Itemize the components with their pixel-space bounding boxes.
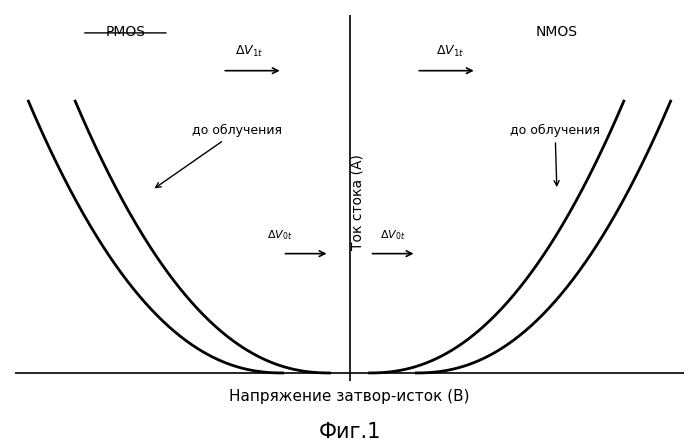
- Text: Фиг.1: Фиг.1: [318, 421, 381, 442]
- Text: до облучения: до облучения: [510, 124, 600, 186]
- Text: PMOS: PMOS: [106, 25, 145, 39]
- X-axis label: Напряжение затвор-исток (B): Напряжение затвор-исток (B): [229, 389, 470, 404]
- Text: NMOS: NMOS: [536, 25, 578, 39]
- Text: $\Delta V_{0t}$: $\Delta V_{0t}$: [267, 228, 293, 242]
- Text: $\Delta V_{1t}$: $\Delta V_{1t}$: [235, 44, 264, 59]
- Text: до облучения: до облучения: [156, 124, 282, 187]
- Text: Ток стока (A): Ток стока (A): [351, 154, 365, 250]
- Text: $\Delta V_{0t}$: $\Delta V_{0t}$: [380, 228, 405, 242]
- Text: $\Delta V_{1t}$: $\Delta V_{1t}$: [435, 44, 464, 59]
